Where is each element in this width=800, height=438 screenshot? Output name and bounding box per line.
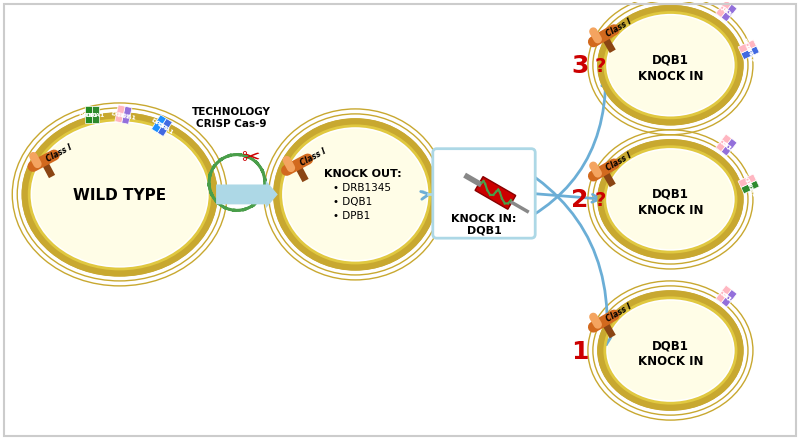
Text: KNOCK IN: KNOCK IN <box>638 354 703 367</box>
Text: DQB1: DQB1 <box>652 53 689 67</box>
Ellipse shape <box>608 301 733 400</box>
FancyArrow shape <box>216 181 278 209</box>
Text: DRA1: DRA1 <box>86 113 105 118</box>
Text: 3: 3 <box>571 54 589 78</box>
Ellipse shape <box>284 130 427 261</box>
Ellipse shape <box>32 124 207 266</box>
Polygon shape <box>721 290 737 307</box>
Text: DQB1: DQB1 <box>110 110 130 119</box>
Text: Class I: Class I <box>605 302 634 323</box>
Text: DRB1: DRB1 <box>78 113 98 118</box>
Text: Class I: Class I <box>45 142 74 163</box>
Text: KNOCK OUT:: KNOCK OUT: <box>325 168 402 178</box>
Text: DQB1: DQB1 <box>652 187 689 201</box>
Text: • DRB1345: • DRB1345 <box>334 183 391 193</box>
Polygon shape <box>716 1 731 18</box>
Polygon shape <box>151 116 166 134</box>
Text: DQB1: DQB1 <box>741 37 754 57</box>
Text: DQA1: DQA1 <box>720 6 738 22</box>
Text: DQB1: DQB1 <box>466 225 502 235</box>
Text: ✂: ✂ <box>242 147 260 167</box>
Polygon shape <box>741 181 759 194</box>
Text: DQA1: DQA1 <box>720 290 738 307</box>
Text: Class I: Class I <box>605 151 634 173</box>
Text: DQB1: DQB1 <box>741 171 754 191</box>
Polygon shape <box>115 106 125 124</box>
Text: DRA1: DRA1 <box>744 178 757 198</box>
Polygon shape <box>721 139 737 157</box>
FancyBboxPatch shape <box>433 149 535 239</box>
Text: WILD TYPE: WILD TYPE <box>73 187 166 202</box>
Polygon shape <box>721 5 737 23</box>
Text: KNOCK IN: KNOCK IN <box>638 203 703 216</box>
Text: DQB1: DQB1 <box>714 2 733 18</box>
Polygon shape <box>475 177 516 210</box>
Text: TECHNOLOGY: TECHNOLOGY <box>191 107 270 117</box>
Text: 2: 2 <box>571 188 589 212</box>
Polygon shape <box>738 41 756 54</box>
Ellipse shape <box>608 150 733 250</box>
Text: • DPB1: • DPB1 <box>334 211 370 221</box>
Text: KNOCK IN:: KNOCK IN: <box>451 214 517 224</box>
Text: 1: 1 <box>571 339 589 363</box>
Text: DQA1: DQA1 <box>720 140 738 156</box>
Text: DQB1: DQB1 <box>714 286 733 302</box>
Text: Class I: Class I <box>605 17 634 39</box>
Text: ?: ? <box>594 191 606 209</box>
Polygon shape <box>716 286 731 303</box>
Text: KNOCK IN: KNOCK IN <box>638 70 703 82</box>
Text: DQB1: DQB1 <box>714 135 733 152</box>
Polygon shape <box>741 47 759 60</box>
Polygon shape <box>716 135 731 152</box>
Polygon shape <box>738 175 756 188</box>
Polygon shape <box>92 107 98 124</box>
Polygon shape <box>85 107 92 124</box>
Text: DPA1: DPA1 <box>156 121 174 135</box>
Ellipse shape <box>608 17 733 116</box>
Text: • DQB1: • DQB1 <box>334 197 373 207</box>
Text: DPB1: DPB1 <box>150 117 168 132</box>
Text: DQB1: DQB1 <box>652 338 689 351</box>
Text: DQA1: DQA1 <box>117 112 137 120</box>
Text: DPA1: DPA1 <box>744 44 756 63</box>
Text: Class I: Class I <box>298 146 327 167</box>
Polygon shape <box>158 119 172 137</box>
Text: ?: ? <box>594 57 606 75</box>
Polygon shape <box>122 107 132 125</box>
Text: CRISP Cas-9: CRISP Cas-9 <box>196 119 266 128</box>
